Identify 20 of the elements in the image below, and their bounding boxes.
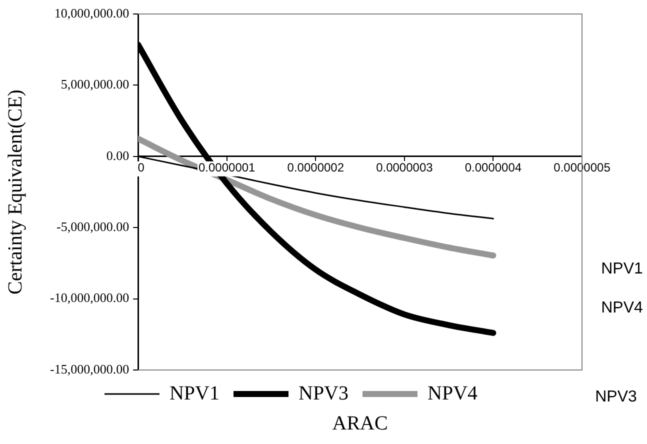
x-axis-title: ARAC <box>332 412 388 434</box>
text: NPV4 <box>601 299 643 316</box>
legend-label: NPV3 <box>298 382 349 404</box>
legend-label: NPV4 <box>428 382 478 404</box>
x-tick-label: 0.0000003 <box>376 160 434 175</box>
text: NPV1 <box>601 260 643 278</box>
x-tick-label: 0.0000004 <box>464 160 522 175</box>
y-tick-label: -15,000,000.00 <box>50 361 130 376</box>
y-tick-label: 5,000,000.00 <box>60 76 130 92</box>
y-tick-label: -5,000,000.00 <box>56 219 130 234</box>
legend-label: NPV1 <box>169 382 220 404</box>
x-tick-label: 0.0000005 <box>554 160 611 175</box>
y-tick-label: 10,000,000.00 <box>54 5 130 20</box>
text: NPV3 <box>595 388 637 406</box>
x-tick-label: 0.0000002 <box>287 160 344 175</box>
x-tick-label: 0.0000001 <box>198 160 256 175</box>
y-tick-label: -10,000,000.00 <box>50 290 130 306</box>
y-axis-title: Certainty Equivalent(CE) <box>4 90 26 294</box>
y-tick-label: 0.00 <box>106 148 130 163</box>
x-tick-label: 0 <box>138 160 145 175</box>
